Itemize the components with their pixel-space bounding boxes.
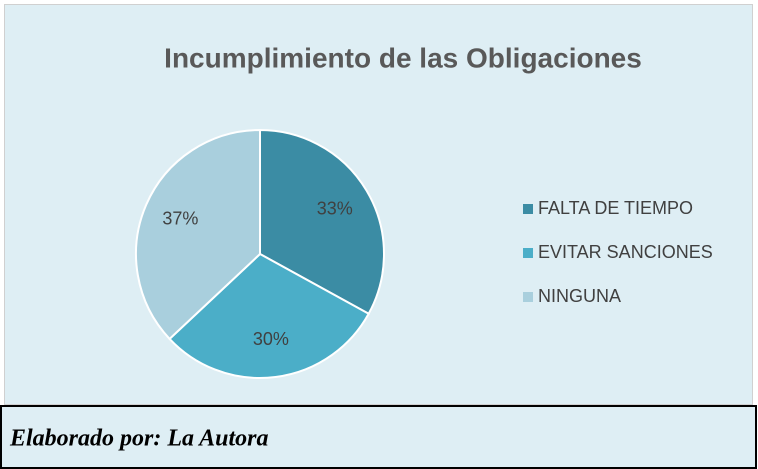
legend-swatch [523, 292, 533, 302]
legend-label: NINGUNA [538, 286, 621, 306]
legend-swatch [523, 248, 533, 258]
data-label: 30% [253, 329, 289, 349]
caption-box [0, 405, 757, 469]
legend-swatch [523, 204, 533, 214]
pie-slice [135, 128, 261, 341]
pie-slice [259, 128, 385, 316]
chart-title: Incumplimiento de las Obligaciones [164, 42, 642, 73]
chart-area [4, 4, 753, 405]
caption: Elaborado por: La Autora [9, 426, 268, 452]
legend-label: EVITAR SANCIONES [538, 242, 713, 262]
pie-slice [168, 252, 371, 379]
data-label: 37% [162, 208, 198, 228]
data-label: 33% [317, 199, 353, 219]
legend-label: FALTA DE TIEMPO [538, 198, 693, 218]
